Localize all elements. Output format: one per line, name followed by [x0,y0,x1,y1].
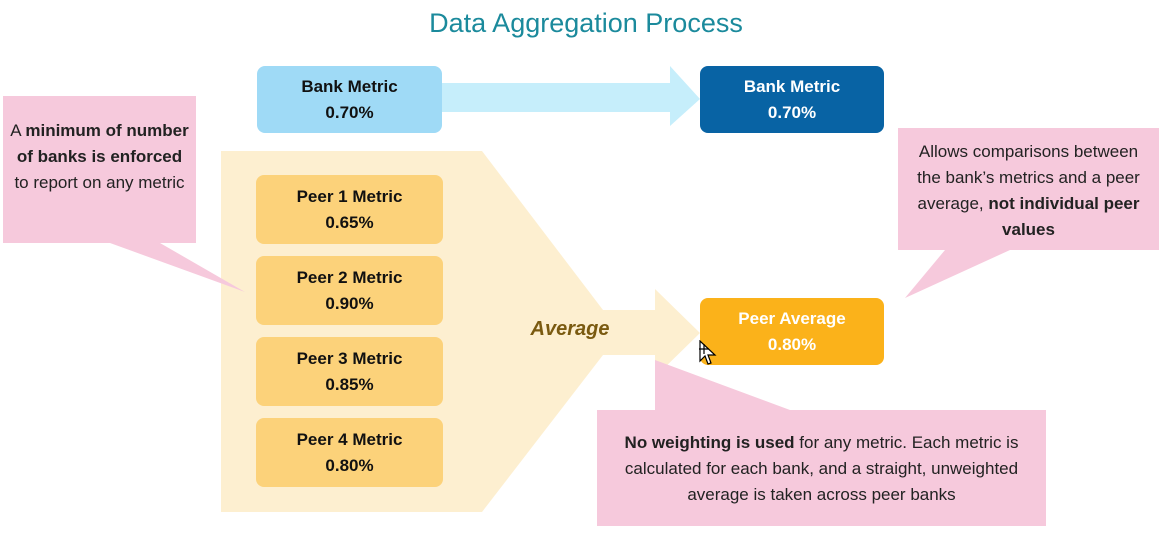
peer-label: Peer 3 Metric [296,348,403,368]
average-flow-arrow [595,289,700,377]
comparison-callout-bubble [898,128,1159,250]
weighting-callout-text: No weighting is used for any metric. Eac… [606,430,1037,508]
comparison-callout-text: Allows comparisons between the bank’s me… [905,139,1152,243]
weighting-callout-bubble [597,410,1046,526]
callout-text-part: to report on any metric [14,173,185,192]
average-label: Average [530,318,610,340]
minimum-callout-bubble [3,96,196,243]
peer-label: Peer 1 Metric [296,186,403,206]
minimum-callout-text: A minimum of number of banks is enforced… [8,118,191,196]
peer-value: 0.85% [325,374,374,394]
peer-metric-box: Peer 2 Metric 0.90% [256,256,443,325]
peer-value: 0.65% [325,212,374,232]
minimum-callout-pointer [110,243,245,292]
callout-text-part: Allows comparisons between the bank’s me… [917,142,1140,213]
peer-metric-box: Peer 3 Metric 0.85% [256,337,443,406]
bank-metric-output: Bank Metric 0.70% [700,66,884,133]
peer-label: Peer 4 Metric [296,429,403,449]
bank-output-label: Bank Metric [743,76,841,96]
bank-output-value: 0.70% [767,102,817,122]
weighting-callout-pointer [655,360,790,410]
callout-text-part: for any metric. Each metric is calculate… [624,433,1019,504]
peer-metric-box: Peer 1 Metric 0.65% [256,175,443,244]
peer-metric-box: Peer 4 Metric 0.80% [256,418,443,487]
move-cursor-icon [699,340,717,365]
callout-bold-part: minimum of number of banks is enforced [16,121,189,166]
peer-average-value: 0.80% [767,334,817,354]
bank-source-value: 0.70% [325,102,374,122]
bank-flow-arrow [442,66,700,126]
callout-bold-part: not individual peer values [988,194,1140,239]
callout-bold-part: No weighting is used [624,433,795,452]
peer-value: 0.80% [325,455,374,475]
bank-source-label: Bank Metric [301,76,398,96]
peer-average-box: Peer Average 0.80% [700,298,884,365]
peer-value: 0.90% [325,293,374,313]
callout-text-part: A [10,121,26,140]
peer-label: Peer 2 Metric [296,267,403,287]
comparison-callout-pointer [905,250,1010,298]
diagram-title: Data Aggregation Process [429,8,743,38]
peer-average-label: Peer Average [738,308,846,328]
bank-metric-source: Bank Metric 0.70% [257,66,442,133]
